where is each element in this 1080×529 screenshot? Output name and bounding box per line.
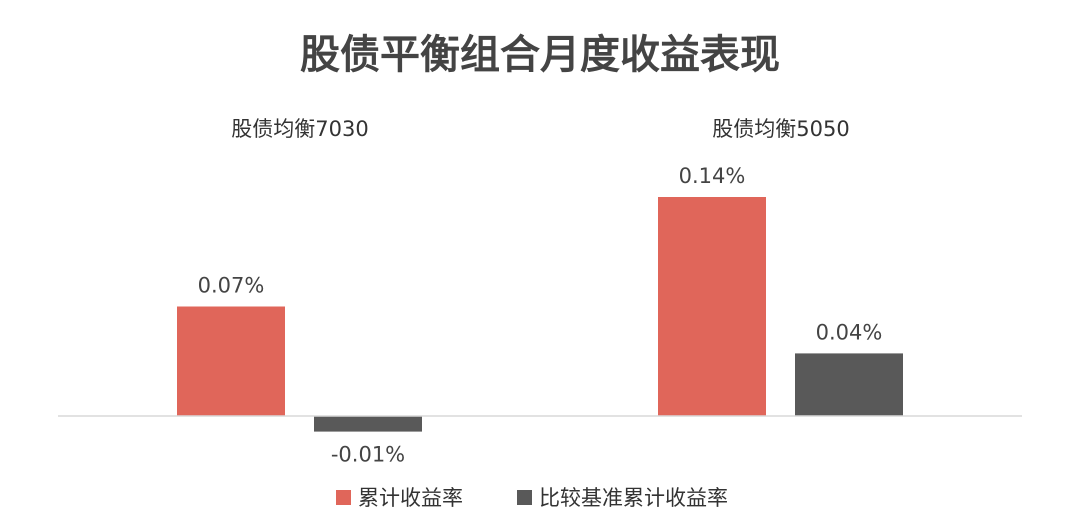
data-label-s1-c0: -0.01% (331, 443, 405, 467)
legend: 累计收益率 比较基准累计收益率 (336, 486, 728, 510)
legend-label-1: 比较基准累计收益率 (539, 486, 728, 510)
data-label-s0-c1: 0.14% (679, 164, 746, 188)
category-label-0: 股债均衡7030 (231, 117, 368, 141)
bar-s1-c1 (795, 353, 903, 416)
bar-s0-c0 (177, 306, 285, 416)
bar-s1-c0 (314, 416, 422, 432)
legend-label-0: 累计收益率 (358, 486, 463, 510)
bars-group: 0.07% 0.14% -0.01% 0.04% (177, 164, 903, 467)
category-label-1: 股债均衡5050 (712, 117, 849, 141)
data-label-s0-c0: 0.07% (198, 274, 265, 298)
legend-swatch-0 (336, 490, 351, 505)
legend-swatch-1 (517, 490, 532, 505)
bar-s0-c1 (658, 197, 766, 416)
data-label-s1-c1: 0.04% (816, 320, 883, 344)
chart-title: 股债平衡组合月度收益表现 (300, 32, 780, 78)
